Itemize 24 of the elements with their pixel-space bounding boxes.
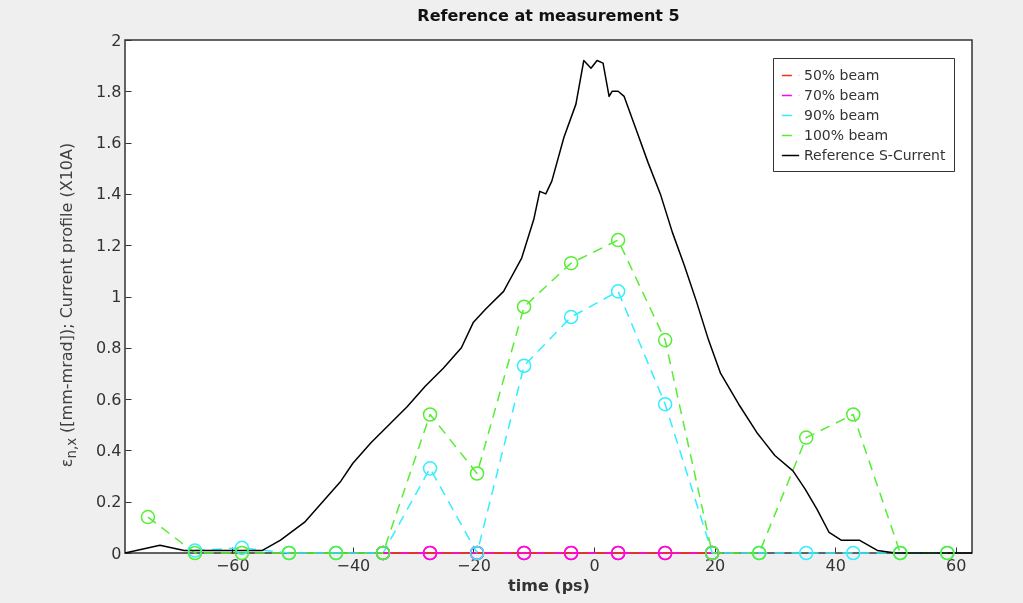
chart-title: Reference at measurement 5 xyxy=(417,6,680,25)
y-tick-label: 1.4 xyxy=(96,184,122,204)
legend-label: Reference S-Current xyxy=(804,146,946,163)
y-tick-label: 1.6 xyxy=(96,133,122,153)
y-tick-label: 0.4 xyxy=(96,440,122,460)
x-tick-label: −20 xyxy=(457,555,491,575)
y-tick-label: 1 xyxy=(111,287,122,306)
legend-label: 100% beam xyxy=(804,126,889,143)
x-axis-title: time (ps) xyxy=(508,575,590,595)
legend-label: 50% beam xyxy=(804,66,880,83)
x-tick-label: 0 xyxy=(589,555,600,575)
y-tick-label: 1.8 xyxy=(96,81,122,101)
x-tick-label: −60 xyxy=(215,555,250,575)
y-tick-label: 0.6 xyxy=(96,389,122,409)
y-tick-label: 2 xyxy=(111,30,122,50)
y-tick-label: 1.2 xyxy=(96,235,122,255)
legend-label: 70% beam xyxy=(804,86,880,103)
legend-label: 90% beam xyxy=(804,106,880,123)
x-tick-label: 20 xyxy=(704,555,726,575)
x-tick-label: 40 xyxy=(825,555,846,575)
x-tick-label: −40 xyxy=(336,555,371,575)
x-tick-label: 60 xyxy=(946,555,967,575)
y-tick-label: 0.8 xyxy=(96,338,122,358)
y-tick-label: 0.2 xyxy=(96,492,122,512)
